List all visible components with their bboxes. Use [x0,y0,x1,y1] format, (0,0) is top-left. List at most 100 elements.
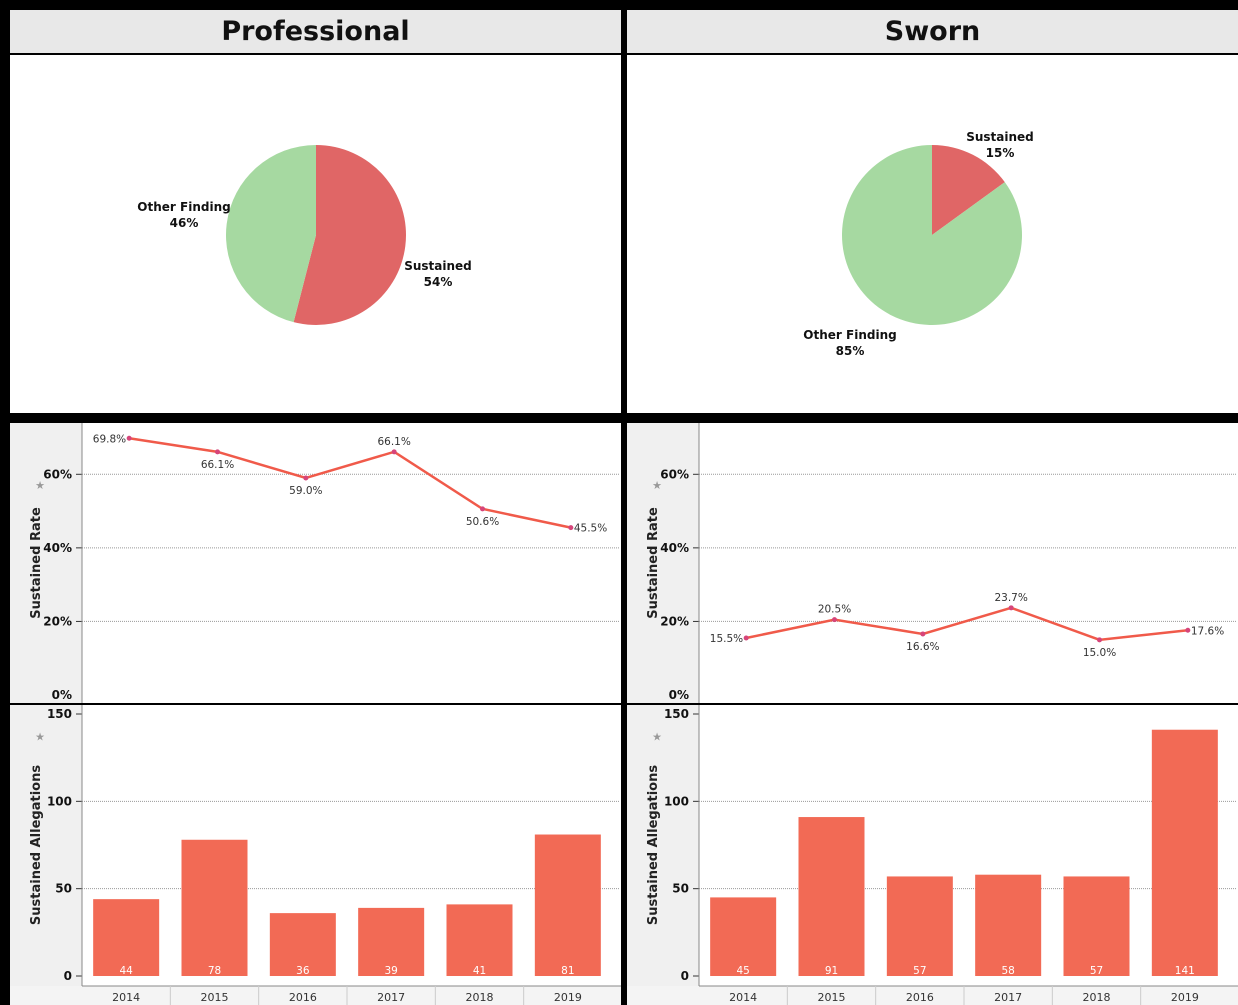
data-label: 20.5% [818,604,851,616]
bar-value-label: 58 [1001,965,1014,977]
pie-label: Sustained [404,259,472,273]
x-tick-label: 2016 [289,991,317,1004]
y-tick-label: 0% [669,688,689,702]
y-tick-label: 50 [55,882,72,896]
y-axis-title: Sustained Allegations [29,765,44,925]
bar [93,899,160,976]
y-tick-label: 50 [672,882,689,896]
rate-line [128,437,572,529]
bar [798,817,865,976]
rate-line [745,606,1188,642]
pin-icon: ★ [652,479,662,492]
data-point [391,449,397,455]
data-point [303,475,309,481]
data-label: 69.8% [93,433,126,445]
panel-title: Professional [10,10,621,55]
pie-slice [842,145,1022,326]
panel-title: Sworn [627,10,1238,55]
data-label: 16.6% [906,641,939,653]
bar [1063,876,1130,976]
data-label: 45.5% [574,523,607,535]
pie-chart-sworn: Sustained 15% Other Finding 85% [803,130,1034,358]
y-tick-label: 0% [52,688,72,702]
y-axis-strip [10,705,82,1005]
y-axis-title-group: Sustained Rate [646,507,661,619]
bar [975,874,1042,976]
pie-label: Other Finding [137,200,230,214]
x-axis-band [10,986,621,1005]
professional-panel: Professional Sustained 54% Other Finding 46… [10,10,621,413]
y-axis-title: Sustained Allegations [646,765,661,925]
bar-value-label: 36 [296,965,310,977]
x-tick-label: 2016 [906,991,934,1004]
alleg-chart-sworn: 0 50 100 150 Sustained Allegations ★ 45 91 57 58 5… [627,705,1238,1005]
pie-slice [225,145,316,323]
pie-chart-professional: Sustained 54% Other Finding 46% [137,145,472,325]
data-label: 50.6% [466,516,499,528]
pin-icon: ★ [35,731,45,744]
rate-chart-professional: 20% 40% 60% 0% Sustained Rate ★ 69.8% 66.1% 59.0… [10,423,621,703]
y-tick-label: 150 [664,707,689,721]
y-tick-label: 100 [47,794,72,808]
bar [534,834,601,976]
data-point [126,435,132,441]
x-tick-label: 2017 [377,991,405,1004]
data-point [832,617,837,623]
y-axis-title: Sustained Rate [646,507,661,619]
bar-value-label: 41 [473,965,486,977]
y-axis-strip [10,423,82,703]
pin-icon: ★ [652,731,662,744]
data-label: 15.5% [710,633,743,645]
pie-label: Other Finding [803,328,896,342]
pie-slice [932,145,1005,235]
bar [446,904,513,976]
data-point [1185,627,1191,633]
alleg-chart-professional: 0 50 100 150 Sustained Allegations ★ 44 78 36 39 4… [10,705,621,1005]
bar [269,913,336,976]
x-tick-label: 2015 [818,991,846,1004]
x-tick-label: 2018 [466,991,494,1004]
bar [358,907,425,976]
x-axis-band [627,986,1238,1005]
data-point [743,635,749,641]
y-tick-label: 0 [681,969,689,983]
data-label: 66.1% [377,436,410,448]
panel-title-text: Professional [221,16,410,47]
pie-percent: 15% [986,146,1015,160]
pin-icon: ★ [35,479,45,492]
pie-percent: 85% [836,344,865,358]
data-label: 15.0% [1083,647,1116,659]
y-axis-title-group: Sustained Rate [29,507,44,619]
bar [1151,729,1218,976]
bar [710,897,777,976]
y-axis-title-group: Sustained Allegations [29,765,44,925]
y-tick-label: 150 [47,707,72,721]
data-point [568,525,574,531]
data-label: 66.1% [201,459,234,471]
bar-value-label: 44 [119,965,133,977]
y-axis-strip [627,423,699,703]
bar-value-label: 141 [1175,965,1195,977]
x-tick-label: 2014 [112,991,140,1004]
bar [181,839,248,976]
bar-value-label: 81 [561,965,574,977]
pie-percent: 46% [170,216,199,230]
y-axis-title-group: Sustained Allegations [646,765,661,925]
pie-percent: 54% [424,275,453,289]
x-tick-label: 2014 [729,991,757,1004]
bar-value-label: 91 [825,965,838,977]
y-tick-label: 40% [660,541,689,555]
x-tick-label: 2017 [994,991,1022,1004]
data-label: 59.0% [289,485,322,497]
sworn-panel: Sworn Sustained 15% Other Finding 85% [627,10,1238,413]
y-axis-title: Sustained Rate [29,507,44,619]
bar [886,876,953,976]
data-point [215,449,220,455]
pie-label: Sustained [966,130,1034,144]
y-tick-label: 60% [43,467,72,481]
y-tick-label: 0 [64,969,72,983]
data-point [1008,605,1014,611]
data-label: 23.7% [994,592,1027,604]
bar-value-label: 39 [384,965,397,977]
panel-title-text: Sworn [884,16,981,47]
